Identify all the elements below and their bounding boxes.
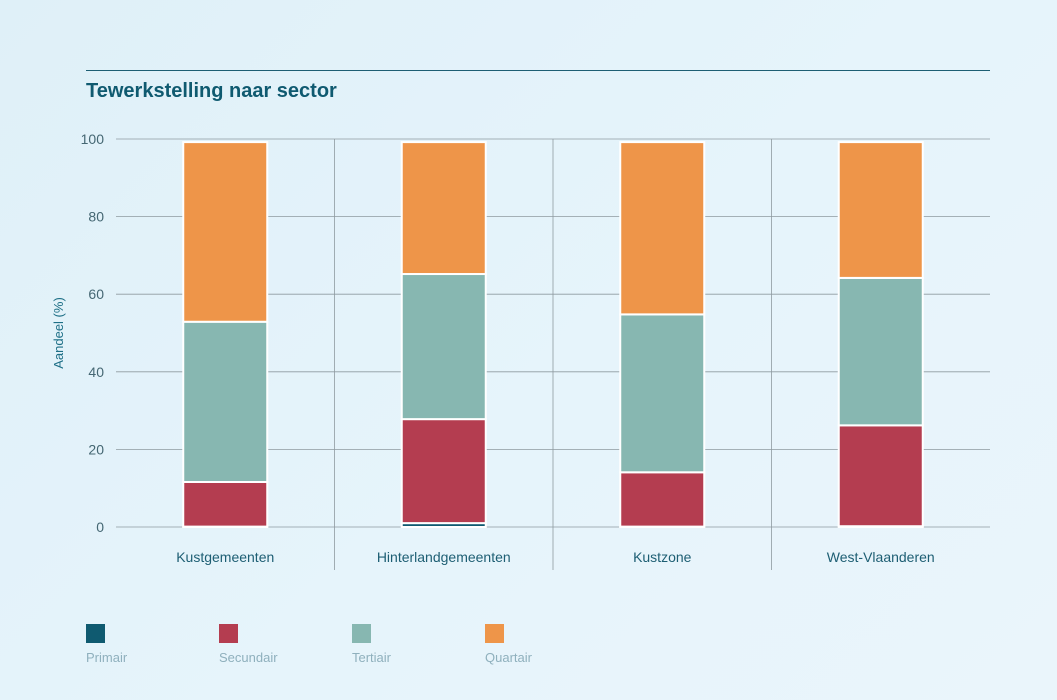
legend-label: Quartair bbox=[485, 650, 532, 665]
legend-item-secundair: Secundair bbox=[219, 624, 349, 668]
y-tick-label: 60 bbox=[88, 286, 104, 302]
legend-label: Tertiair bbox=[352, 650, 392, 665]
bars bbox=[182, 141, 924, 528]
legend-swatch bbox=[485, 624, 504, 643]
bar-quartair-4 bbox=[837, 141, 924, 279]
x-tick-label: West-Vlaanderen bbox=[827, 549, 935, 565]
legend-swatch bbox=[352, 624, 371, 643]
bar-quartair-2 bbox=[400, 141, 487, 276]
legend-item-quartair: Quartair bbox=[485, 624, 615, 668]
legend: Primair Secundair Tertiair Quartair bbox=[86, 624, 686, 674]
legend-item-primair: Primair bbox=[86, 624, 216, 668]
bar-tertiair-2 bbox=[400, 273, 487, 421]
bar-secundair-1 bbox=[182, 480, 269, 528]
bar-secundair-2 bbox=[400, 418, 487, 525]
legend-label: Secundair bbox=[219, 650, 278, 665]
bar-quartair-3 bbox=[619, 141, 706, 316]
x-tick-label: Kustgemeenten bbox=[176, 549, 274, 565]
y-tick-label: 20 bbox=[88, 441, 104, 457]
top-rule bbox=[86, 70, 990, 71]
bar-tertiair-1 bbox=[182, 320, 269, 483]
bar-tertiair-3 bbox=[619, 313, 706, 474]
legend-swatch bbox=[86, 624, 105, 643]
x-tick-label: Hinterlandgemeenten bbox=[377, 549, 511, 565]
bar-secundair-4 bbox=[837, 424, 924, 528]
bar-tertiair-4 bbox=[837, 276, 924, 427]
x-tick-labels: Kustgemeenten Hinterlandgemeenten Kustzone… bbox=[176, 549, 935, 565]
chart-title: Tewerkstelling naar sector bbox=[86, 80, 337, 102]
bar-quartair-1 bbox=[182, 141, 269, 323]
legend-item-tertiair: Tertiair bbox=[352, 624, 482, 668]
y-tick-label: 0 bbox=[96, 519, 104, 535]
legend-swatch bbox=[219, 624, 238, 643]
x-tick-label: Kustzone bbox=[633, 549, 692, 565]
y-tick-label: 100 bbox=[81, 131, 105, 147]
y-axis-label: Aandeel (%) bbox=[51, 297, 66, 369]
y-tick-label: 40 bbox=[88, 364, 104, 380]
bar-secundair-3 bbox=[619, 471, 706, 528]
y-tick-label: 80 bbox=[88, 209, 104, 225]
y-tick-labels: 0 20 40 60 80 100 bbox=[81, 131, 105, 535]
legend-label: Primair bbox=[86, 650, 128, 665]
